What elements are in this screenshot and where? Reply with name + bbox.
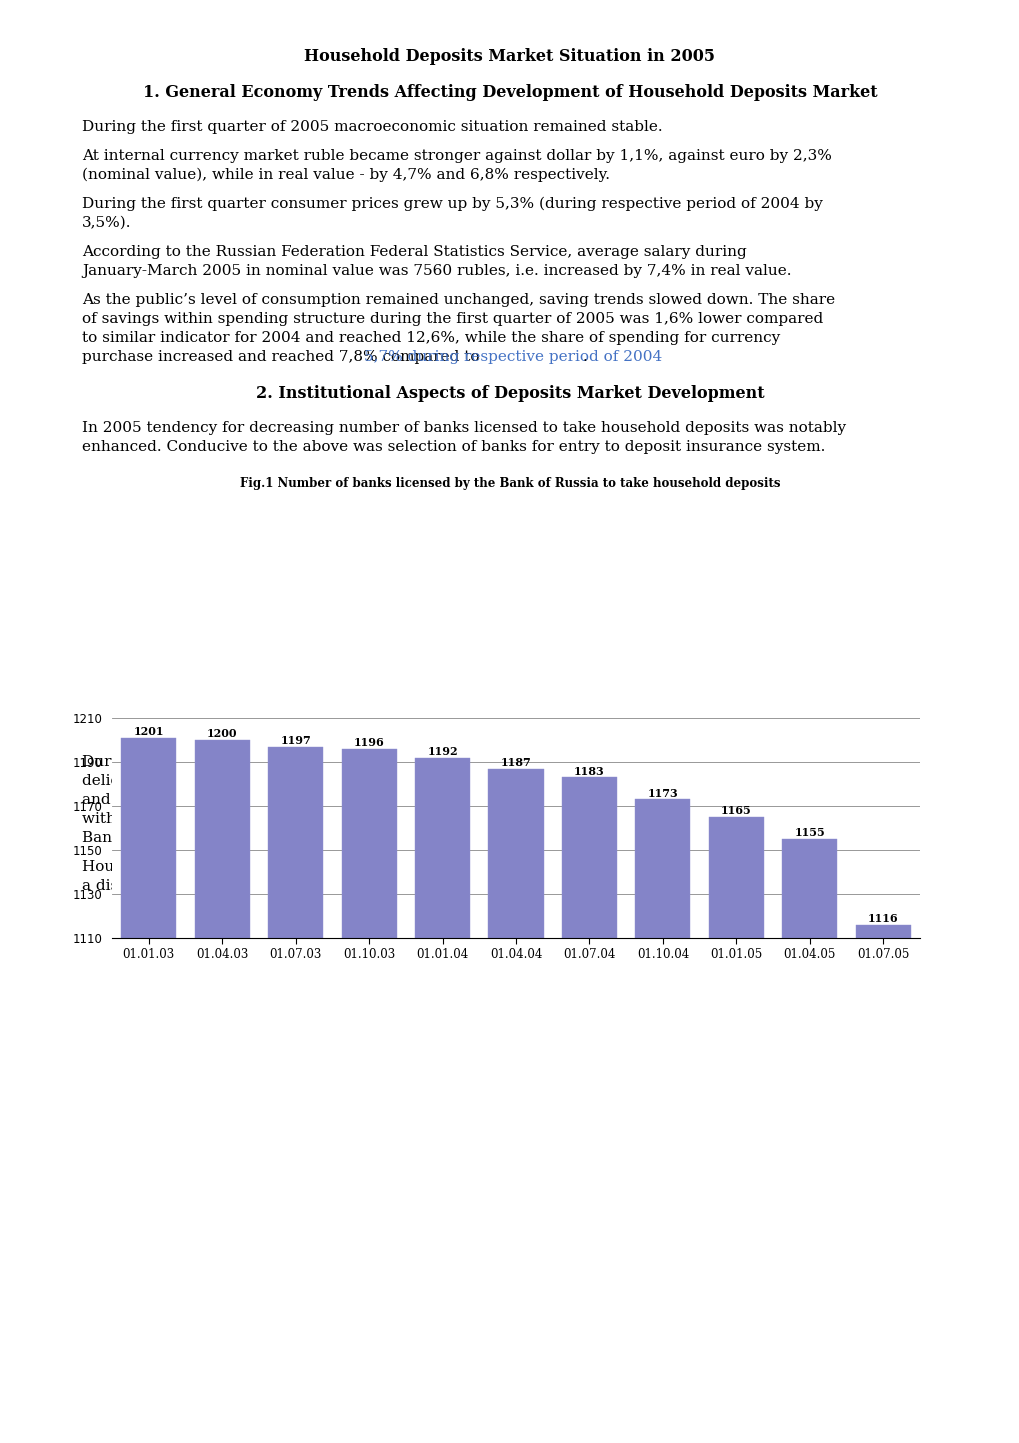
Text: 1155: 1155	[794, 827, 824, 838]
Bar	[341, 749, 396, 1443]
Text: and licensed to attract household deposits, while 39 banks made decisions to cea: and licensed to attract household deposi…	[82, 794, 813, 807]
Text: Household Deposits Market Situation in 2005: Household Deposits Market Situation in 2…	[305, 48, 714, 65]
Text: Fig.1 Number of banks licensed by the Bank of Russia to take household deposits: Fig.1 Number of banks licensed by the Ba…	[239, 478, 780, 491]
Text: In 2005 tendency for decreasing number of banks licensed to take household depos: In 2005 tendency for decreasing number o…	[82, 421, 846, 434]
Text: 1197: 1197	[280, 734, 311, 746]
Bar	[635, 799, 690, 1443]
Bar	[268, 746, 323, 1443]
Text: January-March 2005 in nominal value was 7560 rubles, i.e. increased by 7,4% in r: January-March 2005 in nominal value was …	[82, 264, 791, 278]
Text: 1116: 1116	[867, 913, 898, 924]
Text: According to the Russian Federation Federal Statistics Service, average salary d: According to the Russian Federation Fede…	[82, 245, 746, 258]
Text: 1. General Economy Trends Affecting Development of Household Deposits Market: 1. General Economy Trends Affecting Deve…	[143, 84, 876, 101]
Bar	[782, 838, 837, 1443]
Text: During the first quarter consumer prices grew up by 5,3% (during respective peri: During the first quarter consumer prices…	[82, 198, 822, 211]
Text: 3,5%).: 3,5%).	[82, 216, 131, 229]
Text: During January-June 2005 the number of such banks went down from 1165 to 1116: 1: During January-June 2005 the number of s…	[82, 755, 852, 769]
Bar	[121, 737, 176, 1443]
Text: to similar indicator for 2004 and reached 12,6%, while the share of spending for: to similar indicator for 2004 and reache…	[82, 330, 780, 345]
Text: 1200: 1200	[207, 729, 237, 739]
Text: purchase increased and reached 7,8% compared to: purchase increased and reached 7,8% comp…	[82, 351, 484, 364]
Text: As the public’s level of consumption remained unchanged, saving trends slowed do: As the public’s level of consumption rem…	[82, 293, 835, 307]
Bar	[561, 778, 616, 1443]
Text: At internal currency market ruble became stronger against dollar by 1,1%, agains: At internal currency market ruble became…	[82, 149, 832, 163]
Text: 1183: 1183	[574, 766, 604, 776]
Text: Household deposits market was characterized by high level of concentration, howe: Household deposits market was characteri…	[82, 860, 835, 874]
Bar	[708, 817, 763, 1443]
Text: with household deposits in accordance with the federal law “On Insurance Househo: with household deposits in accordance wi…	[82, 812, 837, 825]
Bar	[195, 740, 250, 1443]
Text: of savings within spending structure during the first quarter of 2005 was 1,6% l: of savings within spending structure dur…	[82, 312, 822, 326]
Text: 1201: 1201	[133, 726, 164, 737]
Text: 1196: 1196	[354, 737, 384, 747]
Text: .: .	[582, 351, 586, 364]
Text: delicensed, 3 banks were merged with other credit organizations, 8 banks were ne: delicensed, 3 banks were merged with oth…	[82, 773, 842, 788]
Text: 5,7% during respective period of 2004: 5,7% during respective period of 2004	[364, 351, 662, 364]
Text: During the first quarter of 2005 macroeconomic situation remained stable.: During the first quarter of 2005 macroec…	[82, 120, 662, 134]
Bar	[415, 758, 470, 1443]
Text: 1187: 1187	[500, 758, 531, 768]
Text: Banks of the Russian Federation”.: Banks of the Russian Federation”.	[82, 831, 344, 846]
Text: 2. Institutional Aspects of Deposits Market Development: 2. Institutional Aspects of Deposits Mar…	[256, 385, 763, 403]
Text: a discernable trend to reduce the share of 30 largest banks.: a discernable trend to reduce the share …	[82, 879, 546, 893]
Text: 1165: 1165	[720, 805, 751, 817]
Text: 1173: 1173	[647, 788, 678, 799]
Text: enhanced. Conducive to the above was selection of banks for entry to deposit ins: enhanced. Conducive to the above was sel…	[82, 440, 824, 455]
Text: 1192: 1192	[427, 746, 458, 758]
Bar	[855, 925, 910, 1443]
Bar	[488, 769, 543, 1443]
Text: (nominal value), while in real value - by 4,7% and 6,8% respectively.: (nominal value), while in real value - b…	[82, 167, 609, 182]
